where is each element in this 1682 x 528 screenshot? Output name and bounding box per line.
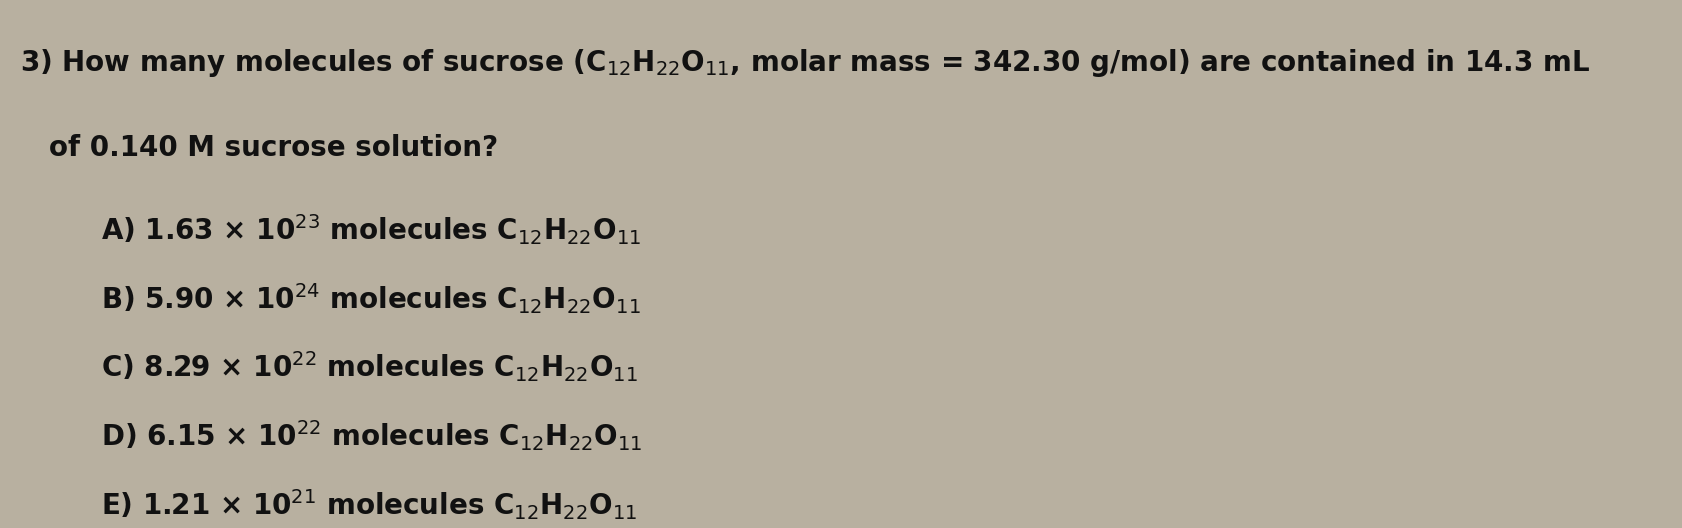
Text: D) 6.15 × 10$^{22}$ molecules C$_{12}$H$_{22}$O$_{11}$: D) 6.15 × 10$^{22}$ molecules C$_{12}$H$… xyxy=(101,418,643,453)
Text: 3) How many molecules of sucrose (C$_{12}$H$_{22}$O$_{11}$, molar mass = 342.30 : 3) How many molecules of sucrose (C$_{12… xyxy=(20,48,1589,79)
Text: A) 1.63 × 10$^{23}$ molecules C$_{12}$H$_{22}$O$_{11}$: A) 1.63 × 10$^{23}$ molecules C$_{12}$H$… xyxy=(101,212,641,247)
Text: C) 8.29 × 10$^{22}$ molecules C$_{12}$H$_{22}$O$_{11}$: C) 8.29 × 10$^{22}$ molecules C$_{12}$H$… xyxy=(101,350,637,384)
Text: B) 5.90 × 10$^{24}$ molecules C$_{12}$H$_{22}$O$_{11}$: B) 5.90 × 10$^{24}$ molecules C$_{12}$H$… xyxy=(101,281,641,316)
Text: E) 1.21 × 10$^{21}$ molecules C$_{12}$H$_{22}$O$_{11}$: E) 1.21 × 10$^{21}$ molecules C$_{12}$H$… xyxy=(101,487,637,522)
Text: of 0.140 M sucrose solution?: of 0.140 M sucrose solution? xyxy=(20,134,498,162)
